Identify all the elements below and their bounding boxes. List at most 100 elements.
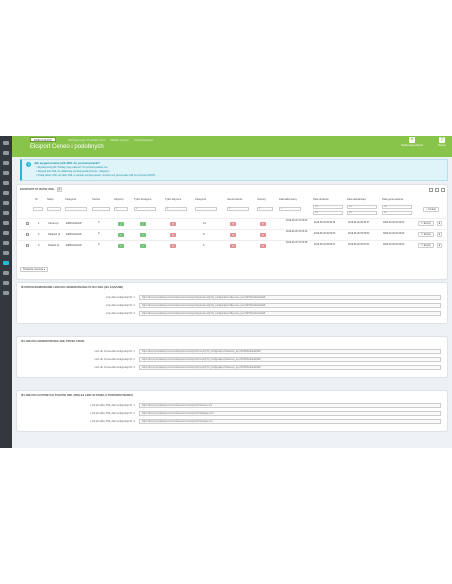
col-header[interactable]: Sklep [47, 198, 54, 201]
filter-added-from[interactable]: Od [313, 205, 343, 209]
bulk-actions-button[interactable]: Działania masowe ▴ [20, 267, 49, 272]
international-icon[interactable] [3, 251, 9, 255]
chevron-down-icon[interactable]: ▾ [437, 232, 442, 237]
active-check-icon[interactable]: ✓ [118, 244, 124, 248]
menu-toggle-icon[interactable] [3, 291, 9, 295]
only-active-cross-icon[interactable]: ✕ [170, 244, 176, 248]
settings-icon[interactable] [3, 271, 9, 275]
catalog-icon[interactable] [3, 171, 9, 175]
col-header[interactable]: Nazwa [92, 198, 100, 201]
available-check-icon[interactable]: ✓ [140, 222, 146, 226]
edit-button[interactable]: ✎ Edytuj [418, 243, 434, 248]
url-field[interactable]: https://demo.prestashop.com/modules/emrs… [139, 311, 441, 316]
section-title: ⚙ LINKI DO GENEROWANIA XML PRZEZ CRON [21, 339, 85, 343]
filter-category-count-input[interactable] [195, 207, 217, 211]
chevron-down-icon[interactable]: ▾ [437, 221, 442, 226]
filter-generated-to[interactable]: Do [382, 211, 412, 215]
row-checkbox[interactable] [26, 233, 29, 236]
shop-selector[interactable]: EMR ESHOP [30, 137, 57, 142]
table-row[interactable]: 1 Ceneo.pl EMR ESHOP ↻ ✓ ✓ ✕ 14 ✕ ✕ 2019… [18, 218, 446, 227]
help-button[interactable]: ? Pomoc [438, 137, 446, 147]
filter-category-input[interactable] [65, 207, 87, 211]
table-row[interactable]: 3 Nokaut.pl EMR ESHOP ↻ ✓ ✓ ✕ 6 ✕ ✕ 2019… [18, 240, 446, 249]
url-field[interactable]: https://demo.prestashop.com/modules/emrs… [139, 357, 441, 362]
breadcrumb-item[interactable]: Konfiguracja i Produkty Xml [68, 138, 105, 142]
edit-button[interactable]: ✎ Edytuj [418, 232, 434, 237]
advanced-icon[interactable] [3, 281, 9, 285]
row-added: 2019-06-20 09:52:34 [314, 222, 336, 224]
active-check-icon[interactable]: ✓ [118, 233, 124, 237]
payment-icon[interactable] [3, 241, 9, 245]
breadcrumb-item[interactable]: Import/eksport [134, 138, 154, 142]
modules-icon[interactable] [3, 211, 9, 215]
filter-added-to[interactable]: Do [313, 211, 343, 215]
stats-icon[interactable] [3, 201, 9, 205]
col-header[interactable]: Data generowania [382, 198, 404, 201]
active-check-icon[interactable]: ✓ [118, 222, 124, 226]
filter-name-input[interactable] [92, 207, 110, 211]
dashboard-icon[interactable] [3, 151, 9, 155]
filter-active-select[interactable]: ▾ [114, 207, 128, 211]
only-active-cross-icon[interactable]: ✕ [170, 233, 176, 237]
url-field[interactable]: https://demo.prestashop.com/modules/emrs… [139, 365, 441, 370]
url-field[interactable]: https://demo.prestashop.com/modules/emrs… [139, 419, 441, 424]
col-header[interactable]: Data aktualizacji [347, 198, 366, 201]
col-header[interactable]: Generowanie [227, 198, 243, 201]
breadcrumb-item[interactable]: Tabela Ceneo [110, 138, 129, 142]
filter-modified-from[interactable]: Od [347, 205, 377, 209]
generated-cross-icon[interactable]: ✕ [230, 233, 236, 237]
col-header[interactable]: Kategoria [195, 198, 207, 201]
search-icon[interactable] [3, 141, 9, 145]
col-header[interactable]: ID [35, 198, 38, 201]
filter-ready-select[interactable]: ▾ [257, 207, 273, 211]
filter-available-select[interactable]: ▾ [134, 207, 156, 211]
col-header[interactable]: Zaktualizowany [279, 198, 297, 201]
url-field[interactable]: https://demo.prestashop.com/modules/emrs… [139, 403, 441, 408]
filter-generated-select[interactable]: ▾ [227, 207, 249, 211]
url-field[interactable]: https://demo.prestashop.com/modules/emrs… [139, 411, 441, 416]
generated-cross-icon[interactable]: ✕ [230, 222, 236, 226]
customers-icon[interactable] [3, 181, 9, 185]
available-check-icon[interactable]: ✓ [140, 233, 146, 237]
filter-updated-select[interactable]: ▾ [279, 207, 301, 211]
url-field[interactable]: https://demo.prestashop.com/modules/emrs… [139, 303, 441, 308]
link-label: Link dla konfiguracji ID: 1 [106, 296, 135, 299]
edit-button[interactable]: ✎ Edytuj [418, 221, 434, 226]
orders-icon[interactable] [3, 161, 9, 165]
col-header[interactable]: Gotowy [257, 198, 266, 201]
url-field[interactable]: https://demo.prestashop.com/modules/emrs… [139, 295, 441, 300]
search-button[interactable]: ⌕ Szukaj [423, 207, 439, 212]
col-header[interactable]: Tylko aktywne [165, 198, 182, 201]
url-field[interactable]: https://demo.prestashop.com/modules/emrs… [139, 349, 441, 354]
ready-cross-icon[interactable]: ✕ [260, 244, 266, 248]
shipping-icon[interactable] [3, 231, 9, 235]
row-checkbox[interactable] [26, 244, 29, 247]
col-header[interactable]: Kategoria [65, 198, 77, 201]
add-row-icon[interactable] [429, 188, 433, 192]
messages-icon[interactable] [3, 191, 9, 195]
generated-cross-icon[interactable]: ✕ [230, 244, 236, 248]
col-header[interactable]: Aktywny [114, 198, 124, 201]
export-icon[interactable] [3, 261, 9, 265]
filter-only-active-select[interactable]: ▾ [165, 207, 187, 211]
table-row[interactable]: 2 Skapiec.pl EMR ESHOP ↻ ✓ ✓ ✕ 9 ✕ ✕ 201… [18, 229, 446, 238]
chevron-down-icon[interactable]: ▾ [437, 243, 442, 248]
refresh-icon[interactable]: ↻ [98, 221, 101, 224]
col-header[interactable]: Data dodania [313, 198, 329, 201]
available-check-icon[interactable]: ✓ [140, 244, 146, 248]
only-active-cross-icon[interactable]: ✕ [170, 222, 176, 226]
row-checkbox[interactable] [26, 222, 29, 225]
filter-generated-from[interactable]: Od [382, 205, 412, 209]
design-icon[interactable] [3, 221, 9, 225]
refresh-icon[interactable]: ↻ [98, 232, 101, 235]
refresh-icon[interactable] [435, 188, 439, 192]
filter-shop-input[interactable] [47, 207, 61, 211]
sql-icon[interactable] [441, 188, 445, 192]
ready-cross-icon[interactable]: ✕ [260, 233, 266, 237]
refresh-icon[interactable]: ↻ [98, 243, 101, 246]
ready-cross-icon[interactable]: ✕ [260, 222, 266, 226]
filter-id-input[interactable] [33, 207, 43, 211]
add-export-button[interactable]: + Dodaj nowy eksport [401, 137, 423, 147]
filter-modified-to[interactable]: Do [347, 211, 377, 215]
col-header[interactable]: Tylko dostępne [134, 198, 152, 201]
